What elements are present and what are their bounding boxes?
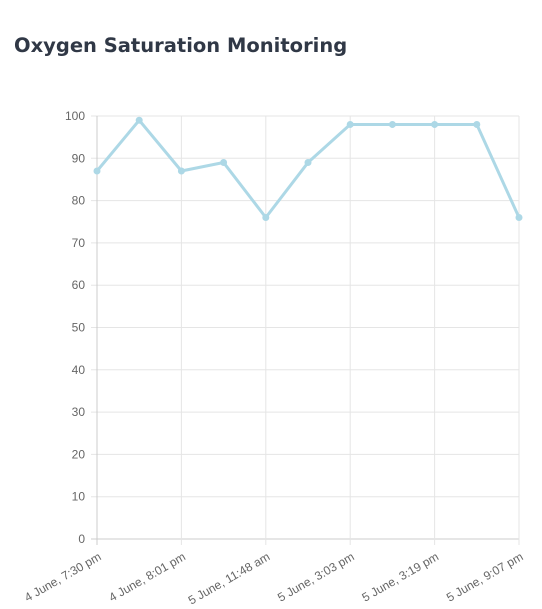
x-tick-label: 5 June, 3:19 pm bbox=[360, 549, 442, 604]
chart-points bbox=[93, 116, 523, 222]
y-tick-label: 0 bbox=[78, 532, 85, 546]
y-tick-label: 30 bbox=[72, 405, 86, 419]
data-point[interactable] bbox=[388, 120, 396, 128]
y-tick-label: 90 bbox=[72, 151, 86, 165]
data-point[interactable] bbox=[304, 159, 312, 167]
data-point[interactable] bbox=[262, 214, 270, 222]
x-tick-label: 5 June, 11:48 am bbox=[186, 549, 273, 607]
y-tick-label: 100 bbox=[65, 109, 85, 123]
data-point[interactable] bbox=[220, 159, 228, 167]
data-point[interactable] bbox=[93, 167, 101, 175]
data-point[interactable] bbox=[515, 214, 523, 222]
chart-title: Oxygen Saturation Monitoring bbox=[14, 34, 348, 57]
data-point[interactable] bbox=[346, 120, 354, 128]
data-point[interactable] bbox=[135, 116, 143, 124]
y-tick-label: 10 bbox=[72, 490, 86, 504]
data-point[interactable] bbox=[431, 120, 439, 128]
x-tick-label: 5 June, 9:07 pm bbox=[444, 549, 526, 604]
x-tick-label: 4 June, 8:01 pm bbox=[106, 549, 188, 604]
x-tick-label: 4 June, 7:30 pm bbox=[22, 549, 104, 604]
y-tick-label: 60 bbox=[72, 278, 86, 292]
chart-series bbox=[95, 118, 521, 220]
x-tick-label: 5 June, 3:03 pm bbox=[275, 549, 357, 604]
y-tick-label: 40 bbox=[72, 363, 86, 377]
y-tick-label: 70 bbox=[72, 236, 86, 250]
data-point[interactable] bbox=[473, 120, 481, 128]
series-line bbox=[95, 118, 521, 220]
y-tick-label: 20 bbox=[72, 447, 86, 461]
data-point[interactable] bbox=[177, 167, 185, 175]
y-tick-label: 50 bbox=[72, 321, 86, 335]
y-tick-label: 80 bbox=[72, 194, 86, 208]
chart-grid bbox=[91, 115, 520, 545]
